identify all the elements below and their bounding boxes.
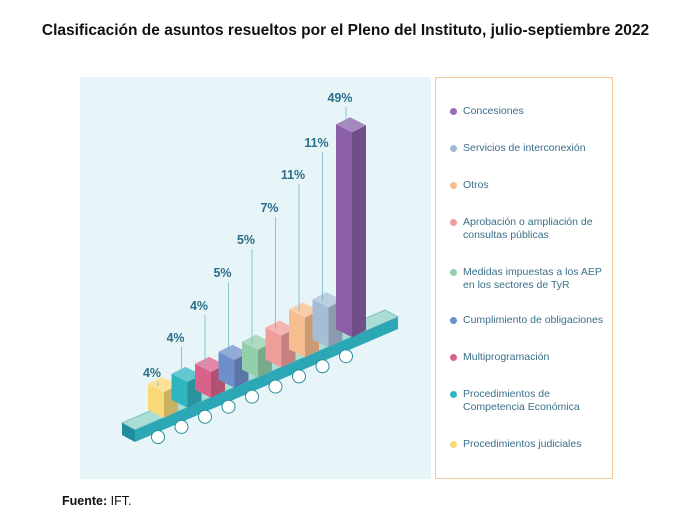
legend-label: Concesiones bbox=[463, 105, 524, 117]
data-label: 11% bbox=[281, 168, 305, 182]
data-label: 4% bbox=[166, 331, 184, 345]
bar bbox=[289, 309, 305, 358]
bar-top bbox=[289, 302, 319, 318]
bar bbox=[195, 363, 211, 398]
bar-top bbox=[218, 344, 249, 360]
bar-top bbox=[148, 377, 178, 392]
bar bbox=[171, 373, 188, 408]
data-label: 4% bbox=[143, 366, 161, 380]
legend-swatch bbox=[450, 269, 457, 276]
bar-top bbox=[171, 366, 202, 382]
bar-chart-svg: 4% 4% 4% 5% 5% 7% 11% 11% 49% bbox=[120, 91, 400, 444]
base-front bbox=[135, 317, 398, 442]
data-label: 49% bbox=[327, 91, 352, 105]
bar-top bbox=[242, 334, 272, 350]
legend-label: Otros bbox=[463, 179, 489, 191]
legend: Concesiones Servicios de interconexión Otr… bbox=[435, 77, 613, 479]
category-icon bbox=[174, 419, 189, 434]
category-icon bbox=[198, 409, 212, 424]
data-label: 5% bbox=[237, 233, 255, 247]
bar bbox=[312, 299, 329, 348]
legend-label: Procedimientos de Competencia Económica bbox=[463, 388, 580, 413]
legend-swatch bbox=[450, 441, 457, 448]
chart-area: 4% 4% 4% 5% 5% 7% 11% 11% 49% bbox=[80, 77, 431, 479]
legend-swatch bbox=[450, 219, 457, 226]
category-icon bbox=[151, 430, 165, 444]
legend-swatch bbox=[450, 354, 457, 361]
chart-title: Clasificación de asuntos resueltos por e… bbox=[41, 22, 650, 39]
data-label: 4% bbox=[190, 299, 208, 313]
bar bbox=[218, 351, 235, 388]
bar-top bbox=[336, 117, 366, 133]
legend-swatch bbox=[450, 108, 457, 115]
bar-side bbox=[352, 125, 366, 338]
data-label: 11% bbox=[304, 136, 328, 150]
bar bbox=[242, 341, 258, 378]
source-label: Fuente: bbox=[62, 494, 108, 508]
legend-swatch bbox=[450, 317, 457, 324]
category-icon bbox=[221, 399, 236, 414]
bar-top bbox=[195, 356, 225, 372]
bar-top bbox=[312, 292, 343, 308]
category-icon bbox=[268, 379, 283, 394]
source-value: IFT. bbox=[110, 494, 132, 508]
data-label: 7% bbox=[260, 201, 278, 215]
category-icon bbox=[292, 369, 306, 384]
data-label: 5% bbox=[213, 266, 231, 280]
legend-swatch bbox=[450, 182, 457, 189]
legend-label: Multiprogramación bbox=[463, 351, 550, 363]
base-side bbox=[122, 423, 135, 442]
bar bbox=[148, 384, 164, 418]
bar-top bbox=[265, 320, 296, 336]
legend-label: Procedimientos judiciales bbox=[463, 438, 582, 450]
bar bbox=[265, 327, 282, 368]
legend-label: Medidas impuestas a los AEP en los secto… bbox=[463, 266, 602, 291]
legend-swatch bbox=[450, 145, 457, 152]
category-icon bbox=[245, 389, 259, 404]
category-icon bbox=[315, 359, 330, 374]
legend-label: Cumplimiento de obligaciones bbox=[463, 314, 604, 326]
legend-label: Aprobación o ampliación de consultas púb… bbox=[463, 216, 593, 241]
source-note: Fuente: IFT. bbox=[62, 494, 131, 508]
legend-label: Servicios de interconexión bbox=[463, 142, 586, 154]
legend-swatch bbox=[450, 391, 457, 398]
bar bbox=[336, 124, 352, 338]
category-icon bbox=[339, 349, 353, 364]
